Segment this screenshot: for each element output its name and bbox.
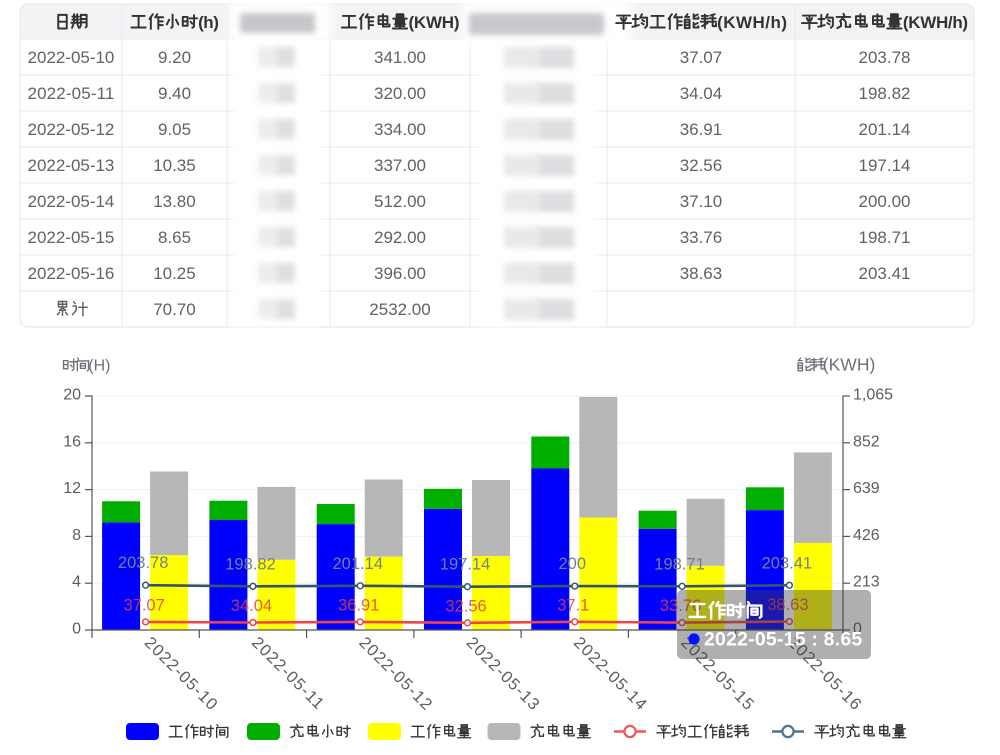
svg-text:198.71: 198.71 (859, 228, 911, 247)
svg-text:32.56: 32.56 (445, 597, 486, 615)
svg-text:198.71: 198.71 (654, 555, 705, 573)
svg-text:2022-05-12: 2022-05-12 (28, 120, 115, 139)
svg-text:1,065: 1,065 (853, 387, 893, 404)
svg-text:197.14: 197.14 (440, 556, 491, 574)
svg-text:32.56: 32.56 (680, 156, 723, 175)
svg-text:337.00: 337.00 (374, 156, 426, 175)
svg-text:2022-05-11: 2022-05-11 (28, 84, 115, 103)
svg-text:13.80: 13.80 (153, 192, 196, 211)
svg-text:426: 426 (853, 527, 880, 544)
svg-text:34.04: 34.04 (231, 597, 272, 615)
svg-text:9.20: 9.20 (158, 48, 191, 67)
svg-text:512.00: 512.00 (374, 192, 426, 211)
svg-text:2022-05-15 : 8.65: 2022-05-15 : 8.65 (704, 629, 862, 651)
svg-text:9.40: 9.40 (158, 84, 191, 103)
svg-text:(h): (h) (198, 13, 219, 32)
svg-text:38.63: 38.63 (767, 596, 808, 614)
svg-text:33.76: 33.76 (680, 228, 723, 247)
svg-text:396.00: 396.00 (374, 264, 426, 283)
svg-text:334.00: 334.00 (374, 120, 426, 139)
svg-text:12: 12 (63, 480, 81, 497)
svg-text:37.07: 37.07 (680, 48, 723, 67)
svg-text:292.00: 292.00 (374, 228, 426, 247)
svg-text:197.14: 197.14 (859, 156, 911, 175)
svg-text:16: 16 (63, 433, 81, 450)
svg-text:201.14: 201.14 (333, 555, 384, 573)
svg-text:9.05: 9.05 (158, 120, 191, 139)
svg-text:20: 20 (63, 387, 81, 404)
svg-text:213: 213 (853, 574, 880, 591)
svg-text:203.41: 203.41 (859, 264, 911, 283)
svg-text:(H): (H) (88, 358, 110, 375)
svg-text:8.65: 8.65 (158, 228, 191, 247)
svg-text:(KWH): (KWH) (823, 355, 876, 375)
svg-text:201.14: 201.14 (859, 120, 911, 139)
svg-text:10.25: 10.25 (153, 264, 196, 283)
svg-text:2532.00: 2532.00 (369, 300, 430, 319)
svg-text:(KWH/h): (KWH/h) (717, 13, 787, 32)
svg-text:200.00: 200.00 (859, 192, 911, 211)
svg-text:70.70: 70.70 (153, 300, 196, 319)
svg-text:0: 0 (853, 621, 862, 638)
svg-text:36.91: 36.91 (338, 596, 379, 614)
svg-text:34.04: 34.04 (680, 84, 723, 103)
svg-text:38.63: 38.63 (680, 264, 723, 283)
svg-text:37.07: 37.07 (124, 596, 165, 614)
svg-text:4: 4 (72, 574, 81, 591)
svg-text:0: 0 (72, 621, 81, 638)
svg-text:37.1: 37.1 (557, 596, 589, 614)
svg-text:2022-05-13: 2022-05-13 (28, 156, 115, 175)
svg-text:33.76: 33.76 (660, 597, 701, 615)
svg-text:2022-05-16: 2022-05-16 (28, 264, 115, 283)
svg-text:36.91: 36.91 (680, 120, 723, 139)
svg-text:2022-05-14: 2022-05-14 (28, 192, 115, 211)
svg-text:8: 8 (72, 527, 81, 544)
svg-text:203.78: 203.78 (118, 554, 168, 572)
svg-text:203.41: 203.41 (762, 554, 813, 572)
svg-text:852: 852 (853, 433, 880, 450)
svg-text:639: 639 (853, 480, 880, 497)
svg-text:2022-05-10: 2022-05-10 (28, 48, 115, 67)
svg-text:198.82: 198.82 (859, 84, 911, 103)
svg-text:10.35: 10.35 (153, 156, 196, 175)
svg-text:37.10: 37.10 (680, 192, 723, 211)
svg-text:(KWH): (KWH) (409, 13, 460, 32)
svg-text:2022-05-15: 2022-05-15 (28, 228, 115, 247)
svg-text:200: 200 (559, 555, 587, 573)
svg-text:341.00: 341.00 (374, 48, 426, 67)
svg-text:198.82: 198.82 (225, 555, 276, 573)
svg-text:320.00: 320.00 (374, 84, 426, 103)
svg-text:(KWH/h): (KWH/h) (903, 13, 968, 32)
svg-text:203.78: 203.78 (859, 48, 911, 67)
